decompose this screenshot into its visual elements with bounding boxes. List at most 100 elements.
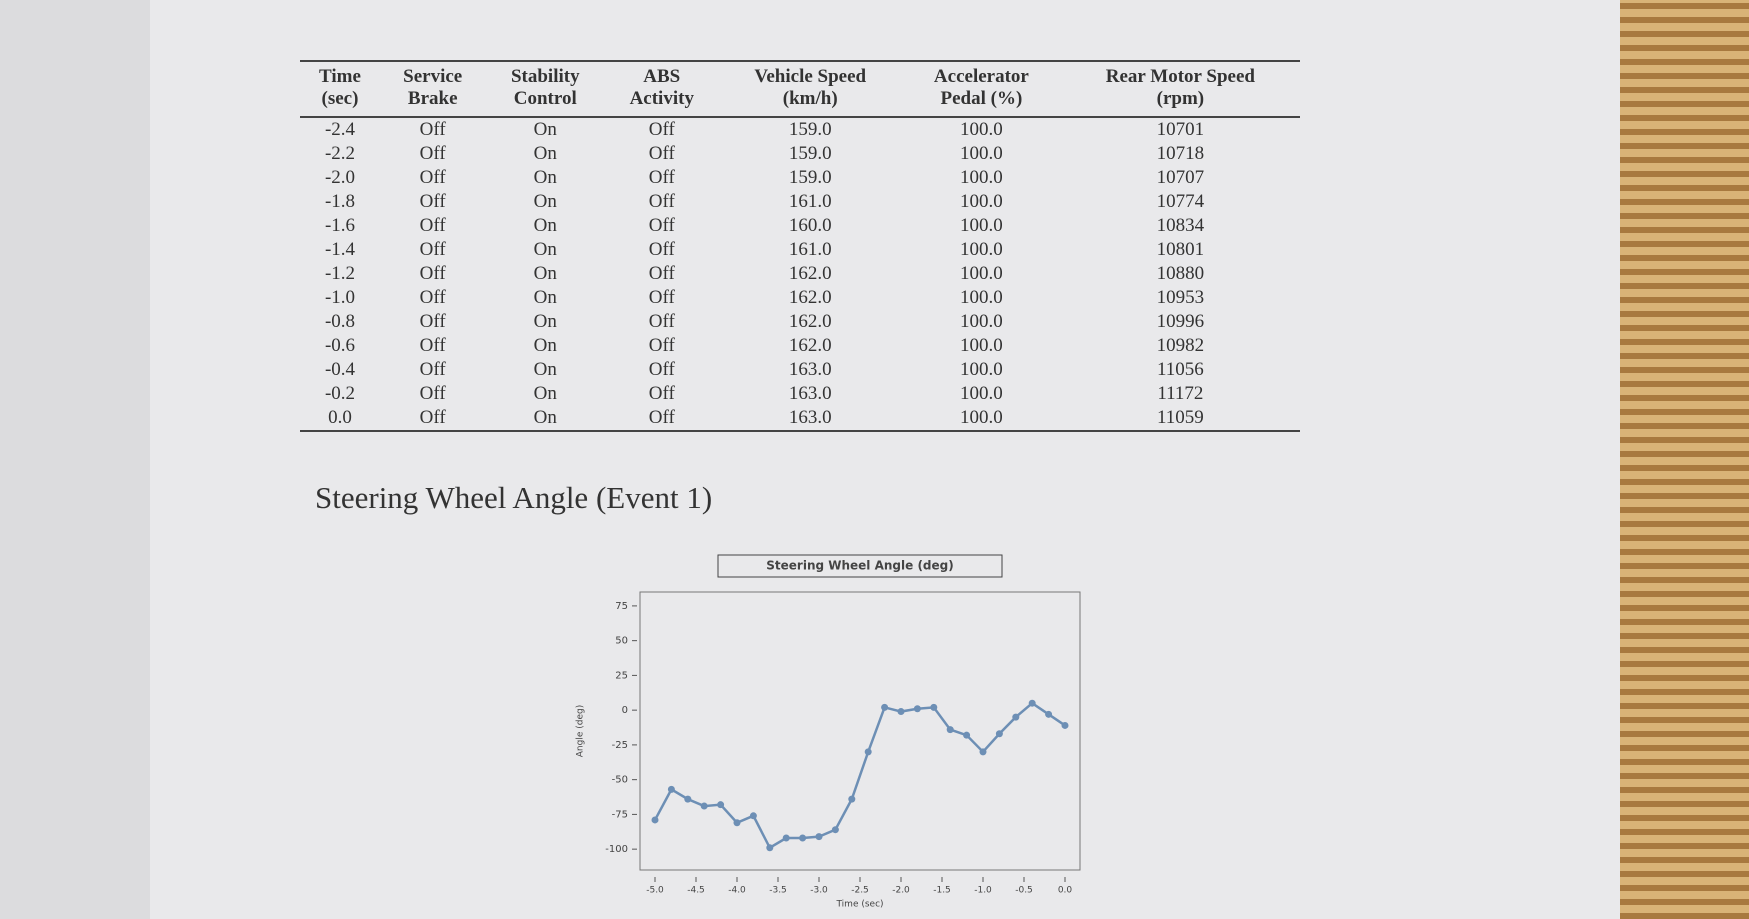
table-cell: On <box>533 263 557 284</box>
table-row: -1.6 Off On Off 160.0 100.0 10834 <box>300 214 1300 238</box>
table-cell: 159.0 <box>788 167 832 188</box>
table-cell: -1.6 <box>324 215 356 236</box>
table-cell: On <box>533 335 557 356</box>
data-point <box>995 730 1003 738</box>
data-point <box>864 748 872 756</box>
table-row: -2.0 Off On Off 159.0 100.0 10707 <box>300 166 1300 190</box>
data-point <box>1012 713 1020 721</box>
table-cell: Off <box>419 119 446 140</box>
x-tick-label: -1.0 <box>974 886 992 896</box>
table-cell: On <box>485 406 606 432</box>
table-cell: 10718 <box>1156 143 1205 164</box>
column-header: Accelerator Pedal (%) <box>902 60 1061 118</box>
table-cell: 162.0 <box>788 311 832 332</box>
data-point <box>913 705 921 713</box>
table-cell: 100.0 <box>960 383 1003 404</box>
column-header: Time (sec) <box>300 60 380 118</box>
x-tick-label: -1.5 <box>933 886 951 896</box>
chart-title: Steering Wheel Angle (deg) <box>766 559 953 573</box>
table-cell: Off <box>648 167 675 188</box>
data-point <box>651 816 659 824</box>
table-cell: 162.0 <box>788 335 832 356</box>
table-cell: 163.0 <box>788 383 832 404</box>
table-cell: On <box>533 359 557 380</box>
table-cell: Off <box>379 406 486 432</box>
section-heading: Steering Wheel Angle (Event 1) <box>315 480 713 515</box>
plot-frame <box>639 591 1081 871</box>
table-cell: Off <box>419 287 446 308</box>
data-point <box>897 708 905 716</box>
table-cell: On <box>533 143 557 164</box>
table-cell: 160.0 <box>788 215 832 236</box>
table-cell: 10707 <box>1156 167 1205 188</box>
x-axis-label: Time (sec) <box>835 900 883 910</box>
data-point <box>1045 710 1053 718</box>
table-cell: Off <box>605 406 719 432</box>
table-cell: Off <box>648 143 675 164</box>
x-tick-label: -0.5 <box>1015 886 1033 896</box>
table-cell: Off <box>419 359 446 380</box>
table-cell: Off <box>648 359 675 380</box>
table-cell: -1.4 <box>324 239 356 260</box>
data-point <box>799 834 807 842</box>
table-row: -0.8 Off On Off 162.0 100.0 10996 <box>300 310 1300 334</box>
table-cell: 100.0 <box>902 406 1061 432</box>
data-point <box>700 802 708 810</box>
table-cell: 11059 <box>1060 406 1300 432</box>
table-cell: Off <box>648 311 675 332</box>
table-cell: Off <box>419 167 446 188</box>
table-cell: Off <box>648 335 675 356</box>
x-tick-label: -4.0 <box>728 886 746 896</box>
table-cell: -0.4 <box>324 359 356 380</box>
data-point <box>979 748 987 756</box>
table-cell: 100.0 <box>960 119 1003 140</box>
table-cell: 10774 <box>1156 191 1205 212</box>
table-cell: 10834 <box>1156 215 1205 236</box>
table-row: -1.8 Off On Off 161.0 100.0 10774 <box>300 190 1300 214</box>
table-cell: -1.2 <box>324 263 356 284</box>
table-cell: On <box>533 191 557 212</box>
table-cell: Off <box>648 383 675 404</box>
table-cell: 100.0 <box>960 263 1003 284</box>
y-tick-label: 0 <box>622 705 628 716</box>
table-cell: Off <box>419 239 446 260</box>
table-cell: 100.0 <box>960 359 1003 380</box>
table-cell: 10880 <box>1156 263 1205 284</box>
table-row: -0.4 Off On Off 163.0 100.0 11056 <box>300 358 1300 382</box>
data-point <box>749 812 757 820</box>
table-row: -1.2 Off On Off 162.0 100.0 10880 <box>300 262 1300 286</box>
x-tick-label: 0.0 <box>1058 886 1073 896</box>
x-tick-label: -2.0 <box>892 886 910 896</box>
data-point <box>1028 699 1036 707</box>
data-point <box>733 819 741 827</box>
table-cell: On <box>533 383 557 404</box>
table-cell: -2.4 <box>324 119 356 140</box>
data-line <box>653 701 1066 850</box>
table-cell: On <box>533 311 557 332</box>
table-cell: 10996 <box>1156 311 1205 332</box>
title-box <box>717 554 1003 578</box>
table-row: -1.4 Off On Off 161.0 100.0 10801 <box>300 238 1300 262</box>
table-cell: Off <box>419 215 446 236</box>
table-cell: Off <box>648 191 675 212</box>
table-cell: 162.0 <box>788 263 832 284</box>
data-point <box>831 826 839 834</box>
x-tick-label: -3.5 <box>769 886 787 896</box>
y-tick-label: 50 <box>615 636 628 647</box>
data-point <box>684 795 692 803</box>
table-cell: 10701 <box>1156 119 1205 140</box>
table-cell: On <box>533 215 557 236</box>
data-point <box>766 844 774 852</box>
data-point <box>848 795 856 803</box>
data-point <box>963 731 971 739</box>
table-row: -2.4 Off On Off 159.0 100.0 10701 <box>300 117 1300 142</box>
y-tick-label: -100 <box>605 844 628 855</box>
table-cell: Off <box>419 263 446 284</box>
table-cell: Off <box>648 119 675 140</box>
data-point <box>930 703 938 711</box>
y-axis-label: Angle (deg) <box>576 705 586 757</box>
table-row: -0.6 Off On Off 162.0 100.0 10982 <box>300 334 1300 358</box>
table-cell: 163.0 <box>718 406 903 432</box>
table-cell: 161.0 <box>788 191 832 212</box>
table-cell: 11056 <box>1156 359 1204 380</box>
